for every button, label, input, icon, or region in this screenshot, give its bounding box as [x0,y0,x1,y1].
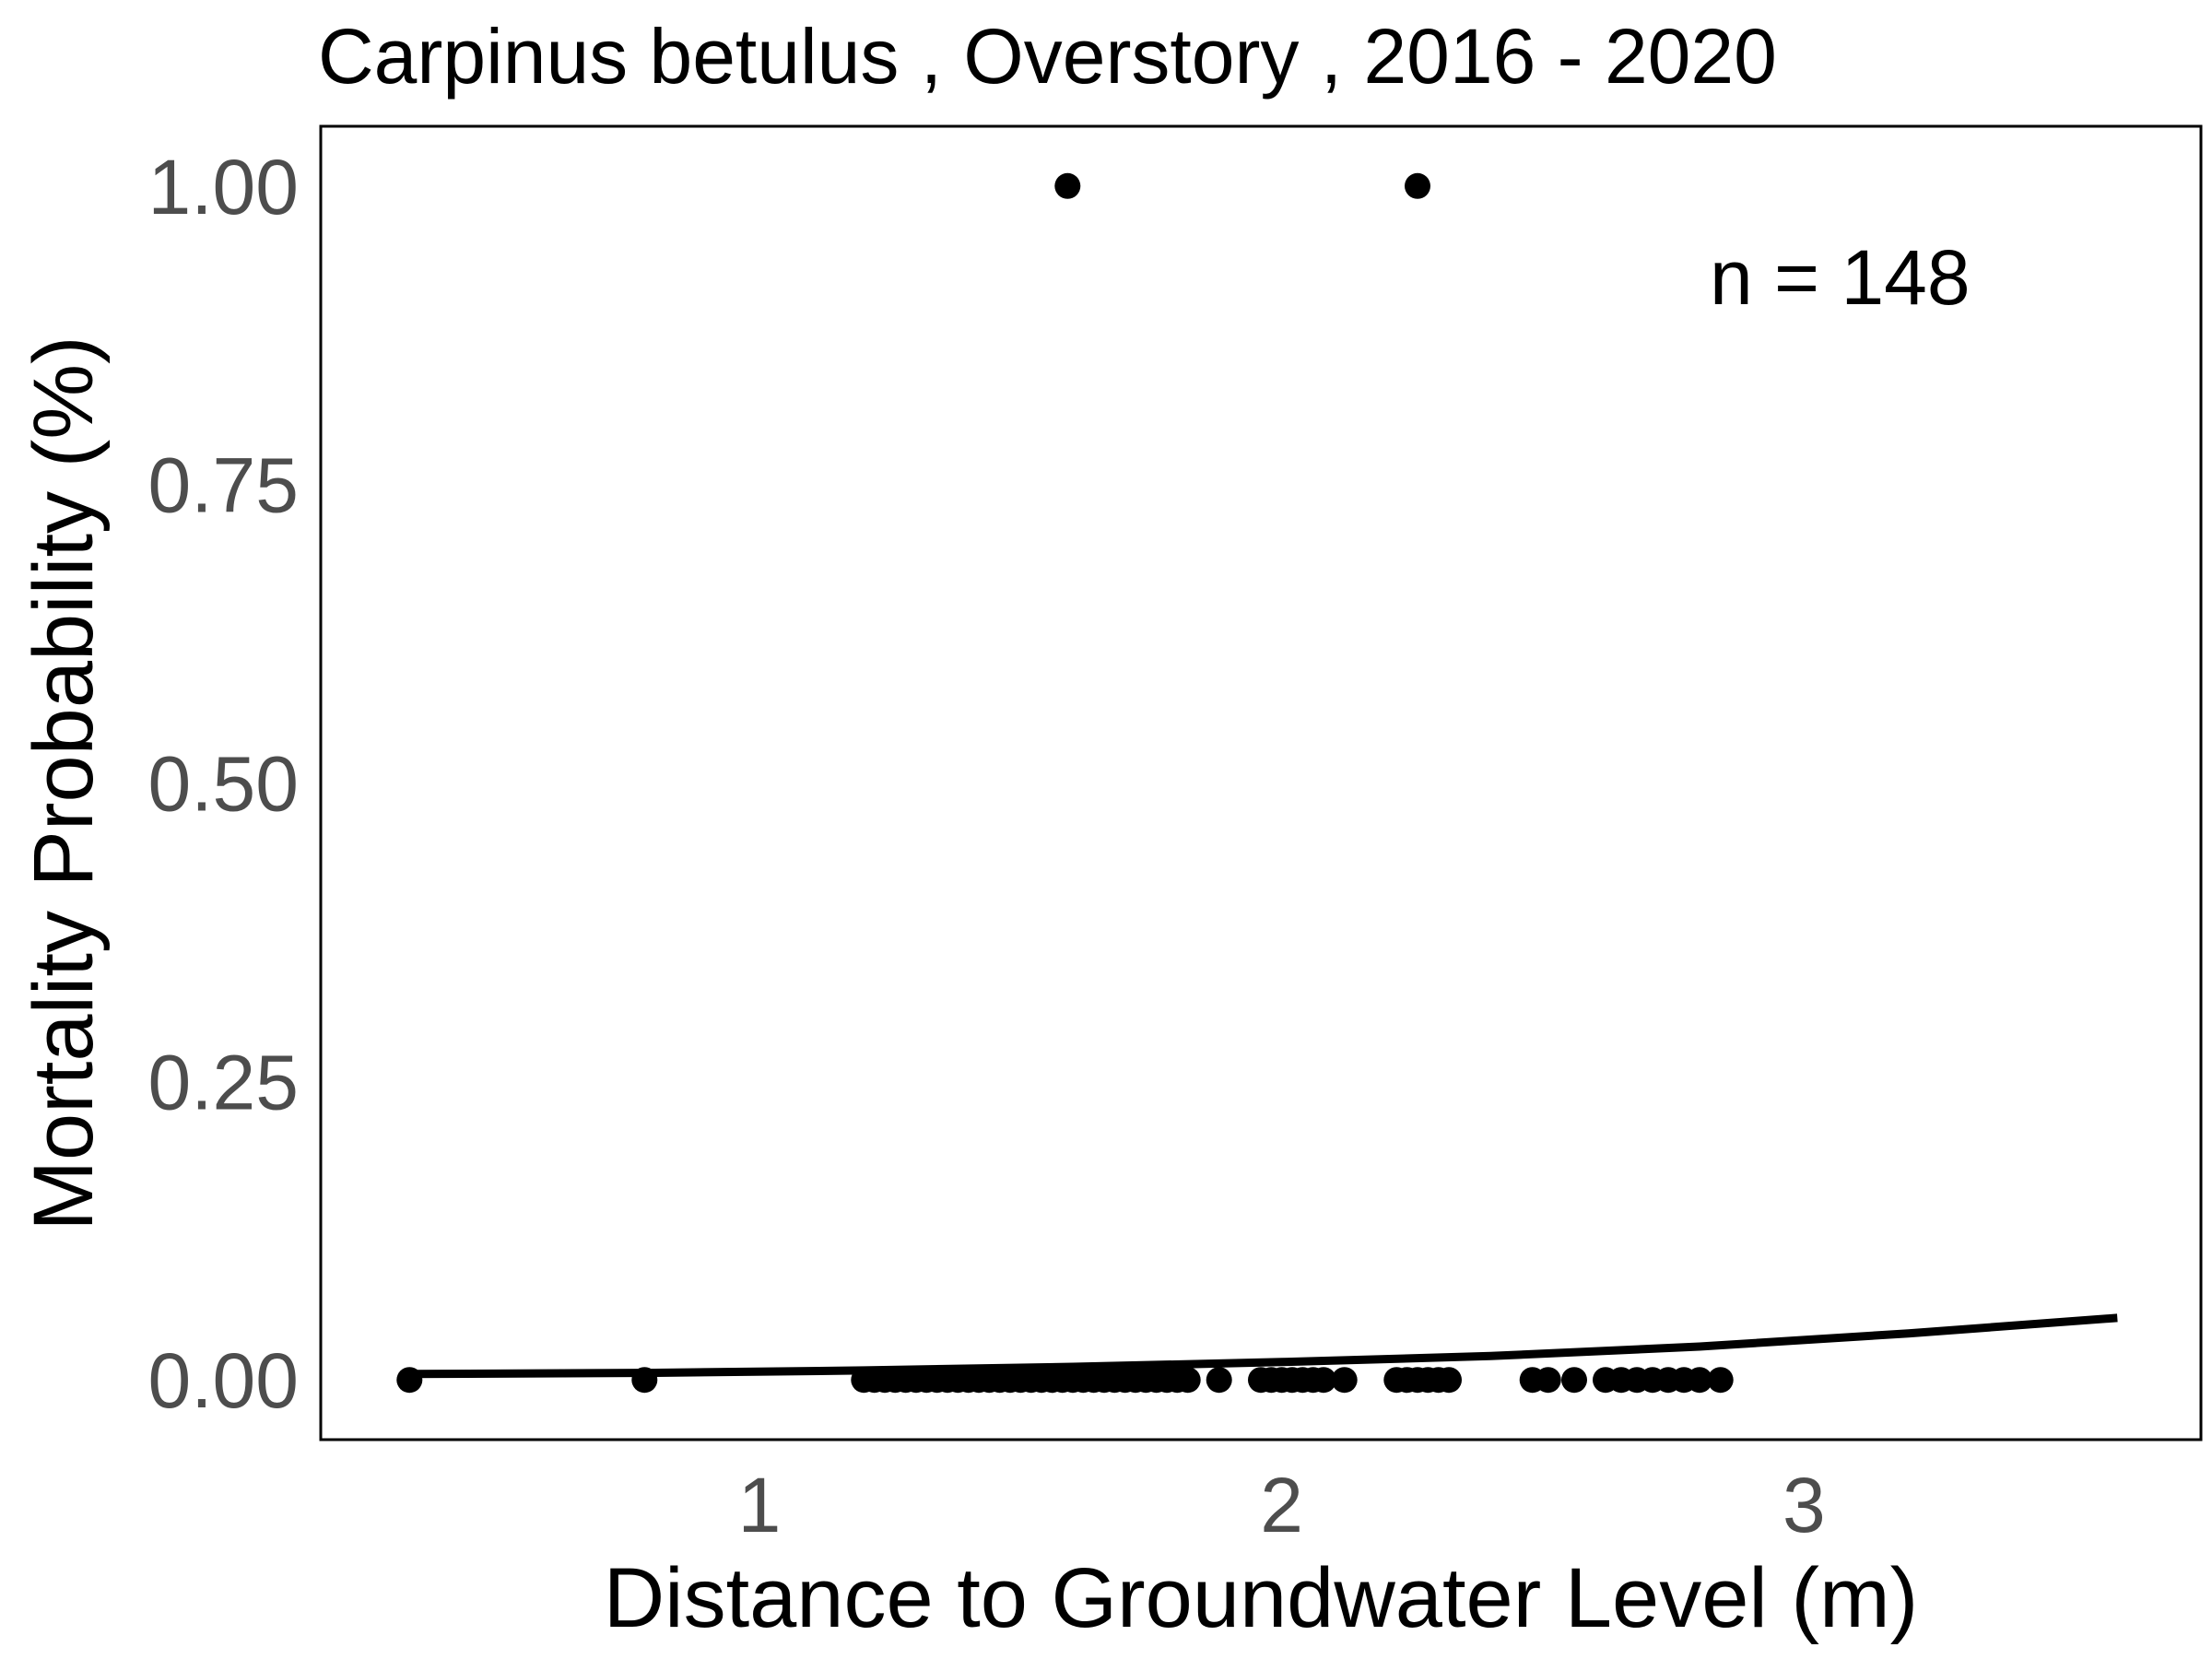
plot-area [396,172,2118,1394]
data-point [1311,1367,1336,1394]
data-points [396,172,1734,1394]
data-point [396,1367,423,1394]
y-tick-label: 0.25 [148,1039,300,1125]
x-tick-label: 1 [738,1462,782,1548]
x-axis-ticks: 1 2 3 [738,1462,1826,1548]
y-tick-label: 0.75 [148,442,300,529]
data-point [1054,172,1081,199]
y-tick-label: 0.00 [148,1337,300,1424]
data-point [631,1367,658,1394]
y-tick-label: 0.50 [148,741,300,828]
data-point [1436,1367,1462,1394]
y-axis-title: Mortality Probability (%) [17,335,111,1230]
x-tick-label: 3 [1783,1462,1826,1548]
x-tick-label: 2 [1260,1462,1303,1548]
data-point [1206,1367,1232,1394]
data-point [1174,1367,1201,1394]
data-point [1331,1367,1358,1394]
data-point [1687,1367,1712,1394]
plot-frame [319,124,2203,1441]
chart-title: Carpinus betulus , Overstory , 2016 - 20… [318,13,1777,100]
y-tick-label: 1.00 [148,144,300,230]
data-point [1561,1367,1587,1394]
data-point [1707,1367,1734,1394]
y-axis-ticks: 0.00 0.25 0.50 0.75 1.00 [148,144,300,1424]
fit-curve [409,1313,2118,1379]
sample-size-annotation: n = 148 [1710,234,1971,321]
x-axis-title: Distance to Groundwater Level (m) [604,1551,1919,1645]
data-point [1535,1367,1561,1394]
data-point [1405,172,1430,199]
